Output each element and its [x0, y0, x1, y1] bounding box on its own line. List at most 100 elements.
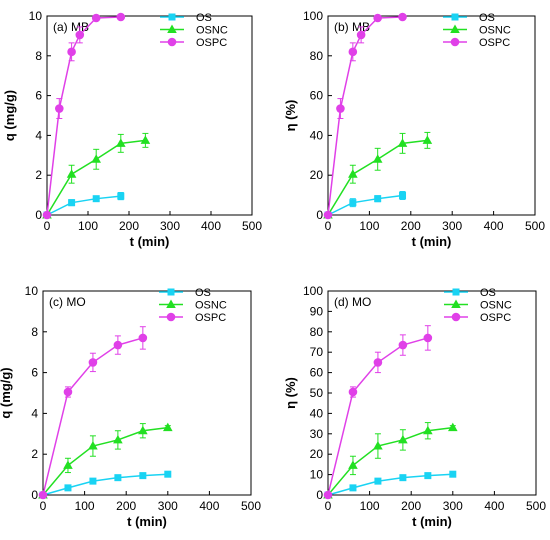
data-point — [91, 13, 101, 23]
x-tick-label: 0 — [40, 499, 47, 513]
x-tick-label: 0 — [325, 499, 332, 513]
data-point — [348, 387, 358, 397]
data-point — [398, 434, 408, 444]
y-tick-label: 0 — [31, 488, 38, 502]
data-point — [138, 333, 148, 343]
data-point — [422, 135, 433, 144]
legend-marker — [451, 312, 461, 322]
legend-marker — [451, 13, 459, 21]
data-point — [373, 358, 383, 367]
data-point — [114, 474, 122, 482]
series-line — [327, 473, 453, 496]
series-osnc: OSNC — [38, 299, 227, 499]
x-tick-label: 200 — [401, 499, 421, 513]
legend-marker — [167, 288, 175, 296]
y-tick-label: 20 — [310, 447, 324, 461]
series-line — [46, 195, 121, 216]
data-point — [423, 425, 433, 435]
data-point — [116, 12, 126, 22]
plot-frame — [46, 15, 253, 216]
x-tick-label: 0 — [325, 219, 332, 233]
panel-label: (d) MO — [334, 295, 371, 309]
data-point — [374, 195, 382, 203]
legend-marker — [168, 13, 176, 21]
y-tick-label: 10 — [29, 9, 43, 23]
data-point — [356, 30, 366, 40]
plot-frame — [327, 15, 536, 216]
x-tick-label: 300 — [158, 499, 178, 513]
x-tick-label: 0 — [44, 219, 51, 233]
data-point — [399, 191, 407, 199]
data-point — [138, 425, 148, 435]
y-tick-label: 0 — [35, 208, 42, 222]
y-tick-label: 8 — [31, 325, 38, 339]
x-axis-label: t (min) — [412, 234, 452, 249]
chart-panel-3: 0 100 200 300 400 500 0 2 4 6 8 10 t (min) q (mg/g) (c… — [0, 284, 261, 529]
x-tick-label: 300 — [160, 219, 180, 233]
legend-label: OS — [195, 287, 211, 299]
legend-marker — [166, 312, 176, 322]
legend-marker — [166, 299, 176, 308]
series-line — [42, 473, 168, 496]
data-point — [323, 490, 333, 500]
y-tick-label: 10 — [310, 468, 324, 482]
chart-panel-2: 0 100 200 300 400 500 0 20 40 60 80 100 t (min) η (%)… — [283, 9, 545, 249]
legend-marker — [450, 24, 460, 33]
data-point — [64, 484, 72, 492]
legend-label: OS — [479, 12, 495, 24]
data-point — [449, 470, 457, 478]
legend-label: OSPC — [479, 37, 510, 49]
data-point — [66, 169, 77, 178]
x-axis-label: t (min) — [412, 514, 452, 529]
legend-label: OSNC — [195, 300, 227, 312]
series-ospc: OSPC — [38, 312, 226, 500]
y-tick-label: 4 — [31, 406, 38, 420]
y-tick-label: 60 — [310, 89, 324, 103]
data-point — [116, 138, 126, 147]
data-point — [38, 490, 48, 500]
x-tick-label: 200 — [401, 219, 421, 233]
legend-marker — [452, 288, 460, 296]
legend-label: OSNC — [196, 25, 228, 37]
chart-panel-4: 0 100 200 300 400 500 0 10 20 30 40 50 60 70 80 90 100 t … — [283, 284, 546, 529]
x-tick-label: 500 — [242, 219, 262, 233]
series-line — [46, 16, 121, 216]
x-tick-label: 300 — [443, 499, 463, 513]
data-point — [397, 138, 408, 147]
x-tick-label: 100 — [75, 499, 95, 513]
data-point — [113, 434, 123, 444]
x-tick-label: 100 — [359, 219, 379, 233]
legend-label: OSPC — [196, 37, 227, 49]
x-tick-label: 100 — [78, 219, 98, 233]
series-line — [327, 426, 453, 496]
y-tick-label: 50 — [310, 386, 324, 400]
series-osnc: OSNC — [323, 299, 512, 499]
y-axis-label: q (mg/g) — [0, 367, 13, 418]
y-tick-label: 10 — [25, 284, 39, 298]
y-tick-label: 40 — [310, 128, 324, 142]
x-axis-label: t (min) — [130, 234, 170, 249]
data-point — [89, 477, 97, 485]
y-tick-label: 40 — [310, 406, 324, 420]
data-point — [91, 154, 101, 163]
y-tick-label: 6 — [35, 89, 42, 103]
series-line — [42, 426, 168, 496]
x-tick-label: 400 — [484, 219, 504, 233]
y-tick-label: 30 — [310, 427, 324, 441]
data-point — [349, 484, 357, 492]
y-tick-label: 4 — [35, 128, 42, 142]
data-point — [373, 441, 383, 450]
data-point — [75, 30, 85, 40]
y-tick-label: 0 — [316, 488, 323, 502]
y-tick-label: 100 — [303, 9, 323, 23]
y-axis-label: η (%) — [283, 100, 298, 132]
panel-label: (c) MO — [49, 295, 86, 309]
series-ospc: OSPC — [323, 312, 511, 500]
data-point — [323, 210, 333, 220]
legend-label: OSNC — [479, 25, 511, 37]
data-point — [423, 333, 433, 343]
x-tick-label: 300 — [442, 219, 462, 233]
legend-label: OS — [480, 287, 496, 299]
legend-marker — [167, 24, 177, 33]
